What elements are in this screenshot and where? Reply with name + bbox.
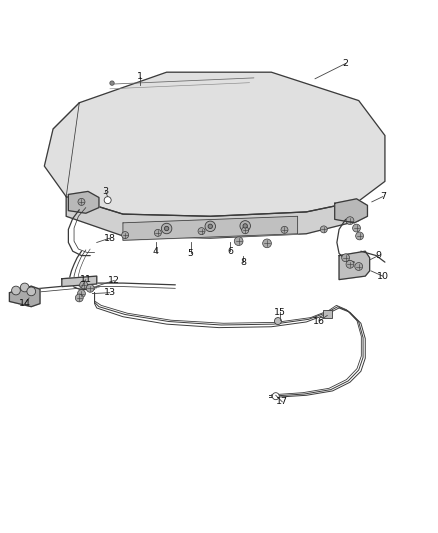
Text: 5: 5 [187,249,194,258]
Text: 14: 14 [19,299,31,308]
Circle shape [27,287,35,296]
Text: 1: 1 [138,72,143,81]
Circle shape [78,198,85,205]
Circle shape [242,227,249,234]
Text: 3: 3 [102,187,109,196]
Circle shape [12,286,20,295]
Text: 13: 13 [104,288,116,297]
Text: 11: 11 [80,275,92,284]
Circle shape [342,254,350,262]
Circle shape [110,81,114,85]
Text: 17: 17 [276,397,288,406]
Polygon shape [68,191,99,213]
Circle shape [198,228,205,235]
Circle shape [78,289,85,297]
Circle shape [86,285,94,292]
Circle shape [234,237,243,246]
Circle shape [320,226,327,233]
Text: 10: 10 [377,272,389,280]
Circle shape [122,231,129,239]
Circle shape [346,217,354,224]
Circle shape [263,239,272,248]
Text: 16: 16 [314,317,325,326]
Circle shape [346,261,354,268]
Circle shape [243,224,247,228]
Polygon shape [44,72,385,216]
Circle shape [272,393,279,400]
Text: 12: 12 [108,276,120,285]
Circle shape [353,224,360,232]
Circle shape [164,227,169,231]
Text: 9: 9 [375,251,381,260]
Text: 6: 6 [227,247,233,256]
Bar [323,310,332,318]
Polygon shape [335,199,367,223]
Text: 4: 4 [153,247,159,256]
Text: 8: 8 [240,257,246,266]
Circle shape [205,221,215,231]
Text: 15: 15 [274,308,286,317]
Circle shape [80,281,88,289]
Text: 7: 7 [380,192,386,201]
Polygon shape [10,286,40,306]
Circle shape [275,318,282,325]
Polygon shape [339,251,370,280]
Circle shape [281,227,288,233]
Circle shape [161,223,172,234]
Circle shape [240,221,251,231]
Text: 18: 18 [104,233,116,243]
Polygon shape [66,197,359,238]
Circle shape [20,283,29,292]
Circle shape [75,294,83,302]
Circle shape [355,263,363,270]
Polygon shape [123,216,297,240]
Circle shape [208,224,212,229]
Circle shape [356,232,364,240]
Circle shape [154,229,161,236]
Text: 2: 2 [343,59,349,68]
Circle shape [104,197,111,204]
Polygon shape [62,276,97,287]
